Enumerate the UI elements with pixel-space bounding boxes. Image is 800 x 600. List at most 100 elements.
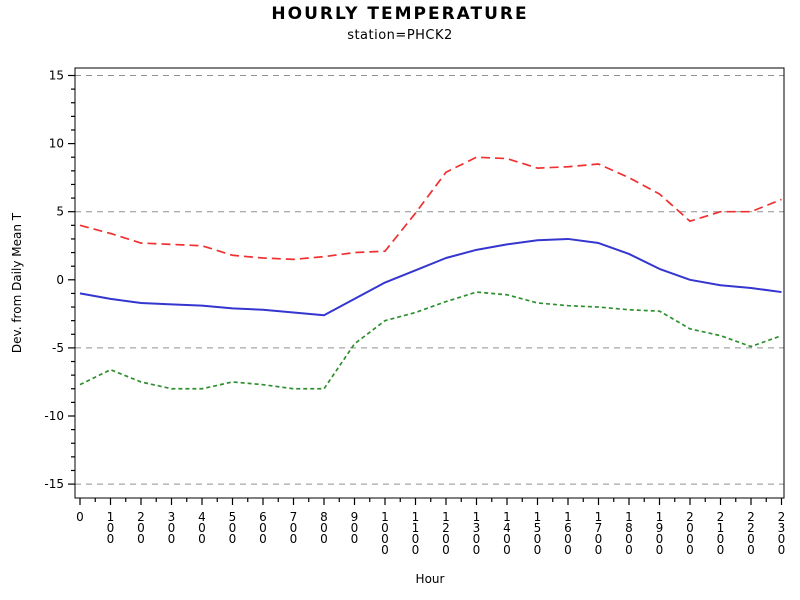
x-tick-label-digit: 0 bbox=[107, 532, 115, 546]
x-tick-label-digit: 0 bbox=[137, 521, 145, 535]
x-axis-title: Hour bbox=[415, 572, 445, 586]
x-tick-label-digit: 0 bbox=[778, 532, 786, 546]
x-tick-label-digit: 0 bbox=[320, 521, 328, 535]
x-tick-label-digit: 1 bbox=[442, 510, 450, 524]
x-tick-label-digit: 1 bbox=[107, 510, 115, 524]
x-tick-label-digit: 3 bbox=[168, 510, 176, 524]
x-tick-label-digit: 0 bbox=[534, 532, 542, 546]
x-tick-label-digit: 0 bbox=[381, 532, 389, 546]
x-tick-label-digit: 1 bbox=[534, 510, 542, 524]
x-tick-label-digit: 0 bbox=[473, 543, 481, 557]
x-tick-label-digit: 0 bbox=[503, 532, 511, 546]
x-tick-label-digit: 2 bbox=[747, 510, 755, 524]
x-tick-label-digit: 0 bbox=[168, 532, 176, 546]
x-tick-label-digit: 1 bbox=[656, 510, 664, 524]
series-upper-deviation-line bbox=[79, 156, 782, 261]
x-tick-label-digit: 1 bbox=[625, 510, 633, 524]
y-tick-label: 15 bbox=[49, 69, 64, 83]
x-tick-label-digit: 0 bbox=[229, 532, 237, 546]
y-axis-tick-labels: -15 -10 -5 0 5 10 15 bbox=[44, 69, 64, 492]
y-tick-label: 5 bbox=[56, 205, 64, 219]
x-tick-label-digit: 2 bbox=[442, 521, 450, 535]
x-tick-label-digit: 0 bbox=[320, 532, 328, 546]
x-axis-tick-labels: 0 100200300400500600700800900100011001200… bbox=[76, 510, 785, 557]
x-tick-label-digit: 3 bbox=[778, 521, 786, 535]
x-tick-label-digit: 8 bbox=[625, 521, 633, 535]
x-tick-label-digit: 0 bbox=[137, 532, 145, 546]
x-tick-label-digit: 0 bbox=[351, 521, 359, 535]
x-tick-label-digit: 0 bbox=[290, 532, 298, 546]
x-tick-label-digit: 0 bbox=[107, 521, 115, 535]
x-tick-label-digit: 1 bbox=[412, 510, 420, 524]
x-tick-label-digit: 0 bbox=[381, 521, 389, 535]
x-tick-label-digit: 0 bbox=[686, 521, 694, 535]
x-tick-label-digit: 0 bbox=[259, 532, 267, 546]
x-tick-label-digit: 0 bbox=[656, 532, 664, 546]
x-tick-label-digit: 0 bbox=[656, 543, 664, 557]
series-mean-deviation-line bbox=[79, 237, 782, 317]
x-tick-label-digit: 5 bbox=[229, 510, 237, 524]
x-tick-label-digit: 0 bbox=[686, 543, 694, 557]
y-tick-label: 0 bbox=[56, 273, 64, 287]
x-tick-label-digit: 1 bbox=[717, 521, 725, 535]
x-tick-label-digit: 0 bbox=[534, 543, 542, 557]
x-tick-label-digit: 0 bbox=[717, 532, 725, 546]
x-tick-label-digit: 0 bbox=[503, 543, 511, 557]
x-tick-label-digit: 0 bbox=[564, 543, 572, 557]
x-tick-label-digit: 0 bbox=[625, 532, 633, 546]
x-tick-label-digit: 0 bbox=[351, 532, 359, 546]
x-tick-label-digit: 0 bbox=[290, 521, 298, 535]
chart-subtitle: station=PHCK2 bbox=[347, 28, 453, 43]
x-tick-label-digit: 8 bbox=[320, 510, 328, 524]
x-tick-label-digit: 2 bbox=[686, 510, 694, 524]
x-tick-label-digit: 0 bbox=[595, 543, 603, 557]
x-tick-label-digit: 0 bbox=[595, 532, 603, 546]
x-tick-label-digit: 0 bbox=[778, 543, 786, 557]
x-tick-label-digit: 0 bbox=[564, 532, 572, 546]
y-tick-label: -10 bbox=[44, 409, 64, 423]
x-tick-label-digit: 3 bbox=[473, 521, 481, 535]
y-tick-label: -15 bbox=[44, 477, 64, 491]
x-tick-label-digit: 1 bbox=[595, 510, 603, 524]
x-tick-label-digit: 0 bbox=[229, 521, 237, 535]
x-tick-label-digit: 1 bbox=[412, 521, 420, 535]
x-tick-label-digit: 0 bbox=[686, 532, 694, 546]
x-tick-label-digit: 0 bbox=[473, 532, 481, 546]
series-lower-deviation-line bbox=[79, 291, 782, 390]
x-tick-label-digit: 4 bbox=[198, 510, 206, 524]
x-tick-label-digit: 6 bbox=[259, 510, 267, 524]
x-tick-label-digit: 2 bbox=[778, 510, 786, 524]
x-tick-label-digit: 0 bbox=[747, 532, 755, 546]
x-tick-label-digit: 0 bbox=[198, 532, 206, 546]
y-reference-gridlines bbox=[75, 75, 784, 485]
chart-frame bbox=[74, 67, 785, 499]
y-tick-label: 10 bbox=[49, 137, 64, 151]
x-tick-label-digit: 2 bbox=[747, 521, 755, 535]
x-tick-label-digit: 1 bbox=[564, 510, 572, 524]
x-tick-label-digit: 4 bbox=[503, 521, 511, 535]
x-tick-label-digit: 1 bbox=[473, 510, 481, 524]
x-tick-label-digit: 6 bbox=[564, 521, 572, 535]
x-tick-label-digit: 2 bbox=[717, 510, 725, 524]
x-tick-label-digit: 0 bbox=[717, 543, 725, 557]
x-tick-label-digit: 0 bbox=[412, 543, 420, 557]
x-tick-label-digit: 0 bbox=[442, 543, 450, 557]
x-axis-ticks bbox=[79, 498, 783, 505]
x-tick-label-digit: 0 bbox=[412, 532, 420, 546]
x-tick-label-digit: 0 bbox=[259, 521, 267, 535]
x-tick-label-digit: 0 bbox=[198, 521, 206, 535]
chart-title: HOURLY TEMPERATURE bbox=[271, 4, 529, 24]
x-tick-label-digit: 9 bbox=[656, 521, 664, 535]
x-tick-label-digit: 1 bbox=[503, 510, 511, 524]
x-tick-label-digit: 5 bbox=[534, 521, 542, 535]
x-tick-label-digit: 0 bbox=[76, 510, 84, 524]
x-tick-label-digit: 2 bbox=[137, 510, 145, 524]
x-tick-label-digit: 0 bbox=[625, 543, 633, 557]
x-tick-label-digit: 7 bbox=[290, 510, 298, 524]
y-tick-label: -5 bbox=[52, 341, 64, 355]
x-tick-label-digit: 1 bbox=[381, 510, 389, 524]
x-tick-label-digit: 0 bbox=[381, 543, 389, 557]
y-axis-ticks bbox=[68, 74, 75, 485]
